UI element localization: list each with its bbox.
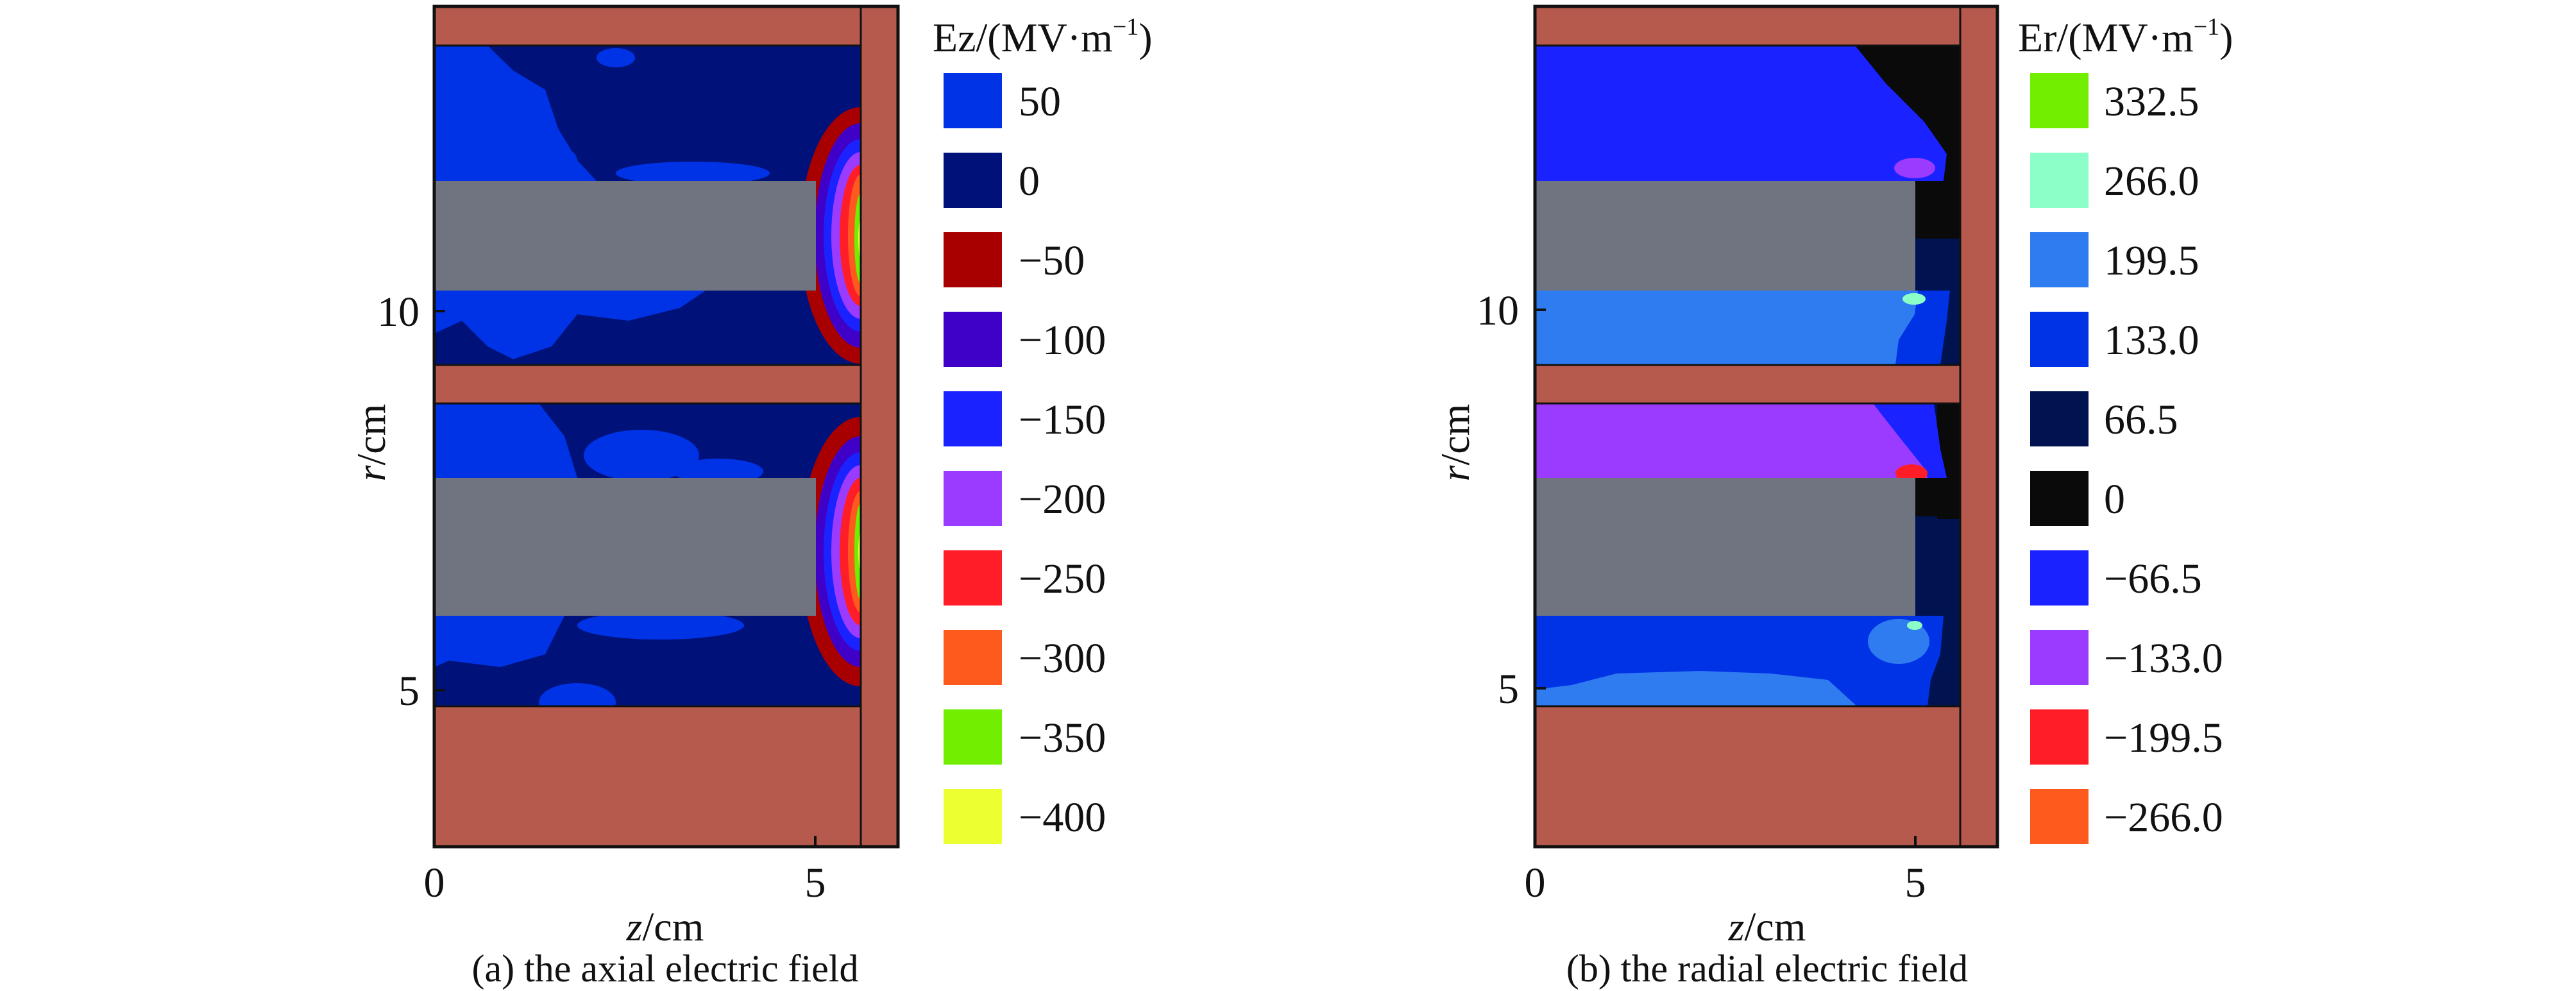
y-axis-label: r/cm (1432, 404, 1478, 482)
legend-label: 332.5 (2104, 78, 2199, 125)
field-blob (1894, 158, 1935, 178)
tick-marks (434, 310, 817, 847)
field-channel-upper (1535, 46, 1960, 365)
field-patch (487, 141, 577, 180)
field-blob (1902, 293, 1926, 305)
legend-label: −250 (1019, 555, 1106, 602)
legend-label: −133.0 (2104, 635, 2223, 682)
legend-label: −100 (1019, 317, 1106, 364)
field-region (1535, 291, 1918, 365)
rod-upper (1535, 181, 1915, 291)
legend-swatch (2030, 391, 2089, 446)
legend-swatch (2030, 73, 2089, 128)
y-tick-label: 5 (1498, 666, 1519, 713)
legend-label: −200 (1019, 476, 1106, 523)
panel-caption: (b) the radial electric field (1566, 947, 1968, 990)
panel-caption: (a) the axial electric field (472, 947, 859, 990)
legend-label: −66.5 (2104, 555, 2202, 602)
field-blob (1868, 619, 1929, 664)
x-axis-label: z/cm (1728, 904, 1806, 949)
region-outlines (434, 6, 862, 847)
plot-area-a (432, 4, 900, 849)
colorbar-title: Ez/(MV·m−1) (933, 13, 1153, 60)
plot-frame (432, 4, 900, 849)
plot-area-b (1533, 4, 1999, 849)
field-patch (434, 403, 577, 478)
legend-label: 133.0 (2104, 317, 2199, 364)
field-patch (434, 616, 564, 667)
plot-frame (1533, 4, 1999, 849)
x-axis-label: z/cm (626, 904, 704, 949)
legend-swatch (944, 312, 1002, 367)
legend-label: −150 (1019, 396, 1106, 443)
field-patch (584, 430, 699, 481)
y-tick-label: 10 (1477, 287, 1519, 334)
legend-swatch (944, 471, 1002, 526)
field-patch (577, 611, 744, 639)
legend-label: −50 (1019, 237, 1085, 284)
legend-swatch (2030, 153, 2089, 208)
legend-swatch (944, 232, 1002, 287)
legend-swatch (2030, 789, 2089, 844)
y-tick-label: 5 (398, 668, 419, 715)
legend-label: −199.5 (2104, 715, 2223, 761)
legend-label: 0 (1019, 158, 1040, 205)
field-patch (616, 162, 770, 185)
legend-swatch (944, 73, 1002, 128)
field-blob (1907, 621, 1922, 630)
legend-label: −350 (1019, 715, 1106, 761)
legend-label: 66.5 (2104, 396, 2178, 443)
x-tick-label: 5 (1905, 860, 1926, 906)
legend-swatch (2030, 232, 2089, 287)
x-tick-label: 0 (1525, 860, 1546, 906)
legend-label: −266.0 (2104, 794, 2223, 841)
legend-swatch (2030, 709, 2089, 765)
panel-b-radial-field: 10 5 0 5 z/cm r/cm (b) the radial electr… (1432, 4, 2233, 990)
legend-label: −300 (1019, 635, 1106, 682)
legend-swatch (944, 789, 1002, 844)
field-patch (434, 291, 706, 359)
rod-upper (434, 181, 816, 291)
field-patch (539, 683, 616, 706)
legend-swatch (944, 550, 1002, 606)
field-patch (597, 48, 635, 67)
x-tick-label: 5 (805, 860, 826, 906)
rod-lower (434, 478, 816, 616)
legend-label: 50 (1019, 78, 1061, 125)
legend-label: 266.0 (2104, 158, 2199, 205)
x-tick-label: 0 (424, 860, 445, 906)
legend-swatch (2030, 312, 2089, 367)
contour-band (854, 504, 861, 600)
field-region (1535, 671, 1857, 706)
legend-swatch (2030, 630, 2089, 685)
contour-band (854, 194, 861, 284)
tick-marks (1535, 309, 1917, 847)
legend-swatch (944, 630, 1002, 685)
y-tick-label: 10 (377, 289, 419, 335)
legend-swatch (944, 153, 1002, 208)
legend-swatch (2030, 471, 2089, 526)
colorbar-title: Er/(MV·m−1) (2018, 13, 2233, 60)
legend-label: −400 (1019, 794, 1106, 841)
field-region (1535, 403, 1928, 478)
legend-swatch (944, 709, 1002, 765)
legend-label: 0 (2104, 476, 2125, 523)
y-axis-label: r/cm (348, 404, 394, 482)
region-outlines (1535, 6, 1962, 847)
panel-a-axial-field: 10 5 0 5 z/cm r/cm (a) the axial electri… (348, 4, 1153, 990)
legend-swatch (944, 391, 1002, 446)
legend-swatch (2030, 550, 2089, 606)
colorbar-legend: 50 0 −50 −100 −150 −200 −250 −300 −350 −400 (944, 73, 1106, 844)
legend-label: 199.5 (2104, 237, 2199, 284)
colorbar-legend: 332.5 266.0 199.5 133.0 66.5 0 −66.5 −133.0 −199… (2030, 73, 2223, 844)
field-region (1535, 46, 1947, 181)
rod-lower (1535, 478, 1915, 616)
